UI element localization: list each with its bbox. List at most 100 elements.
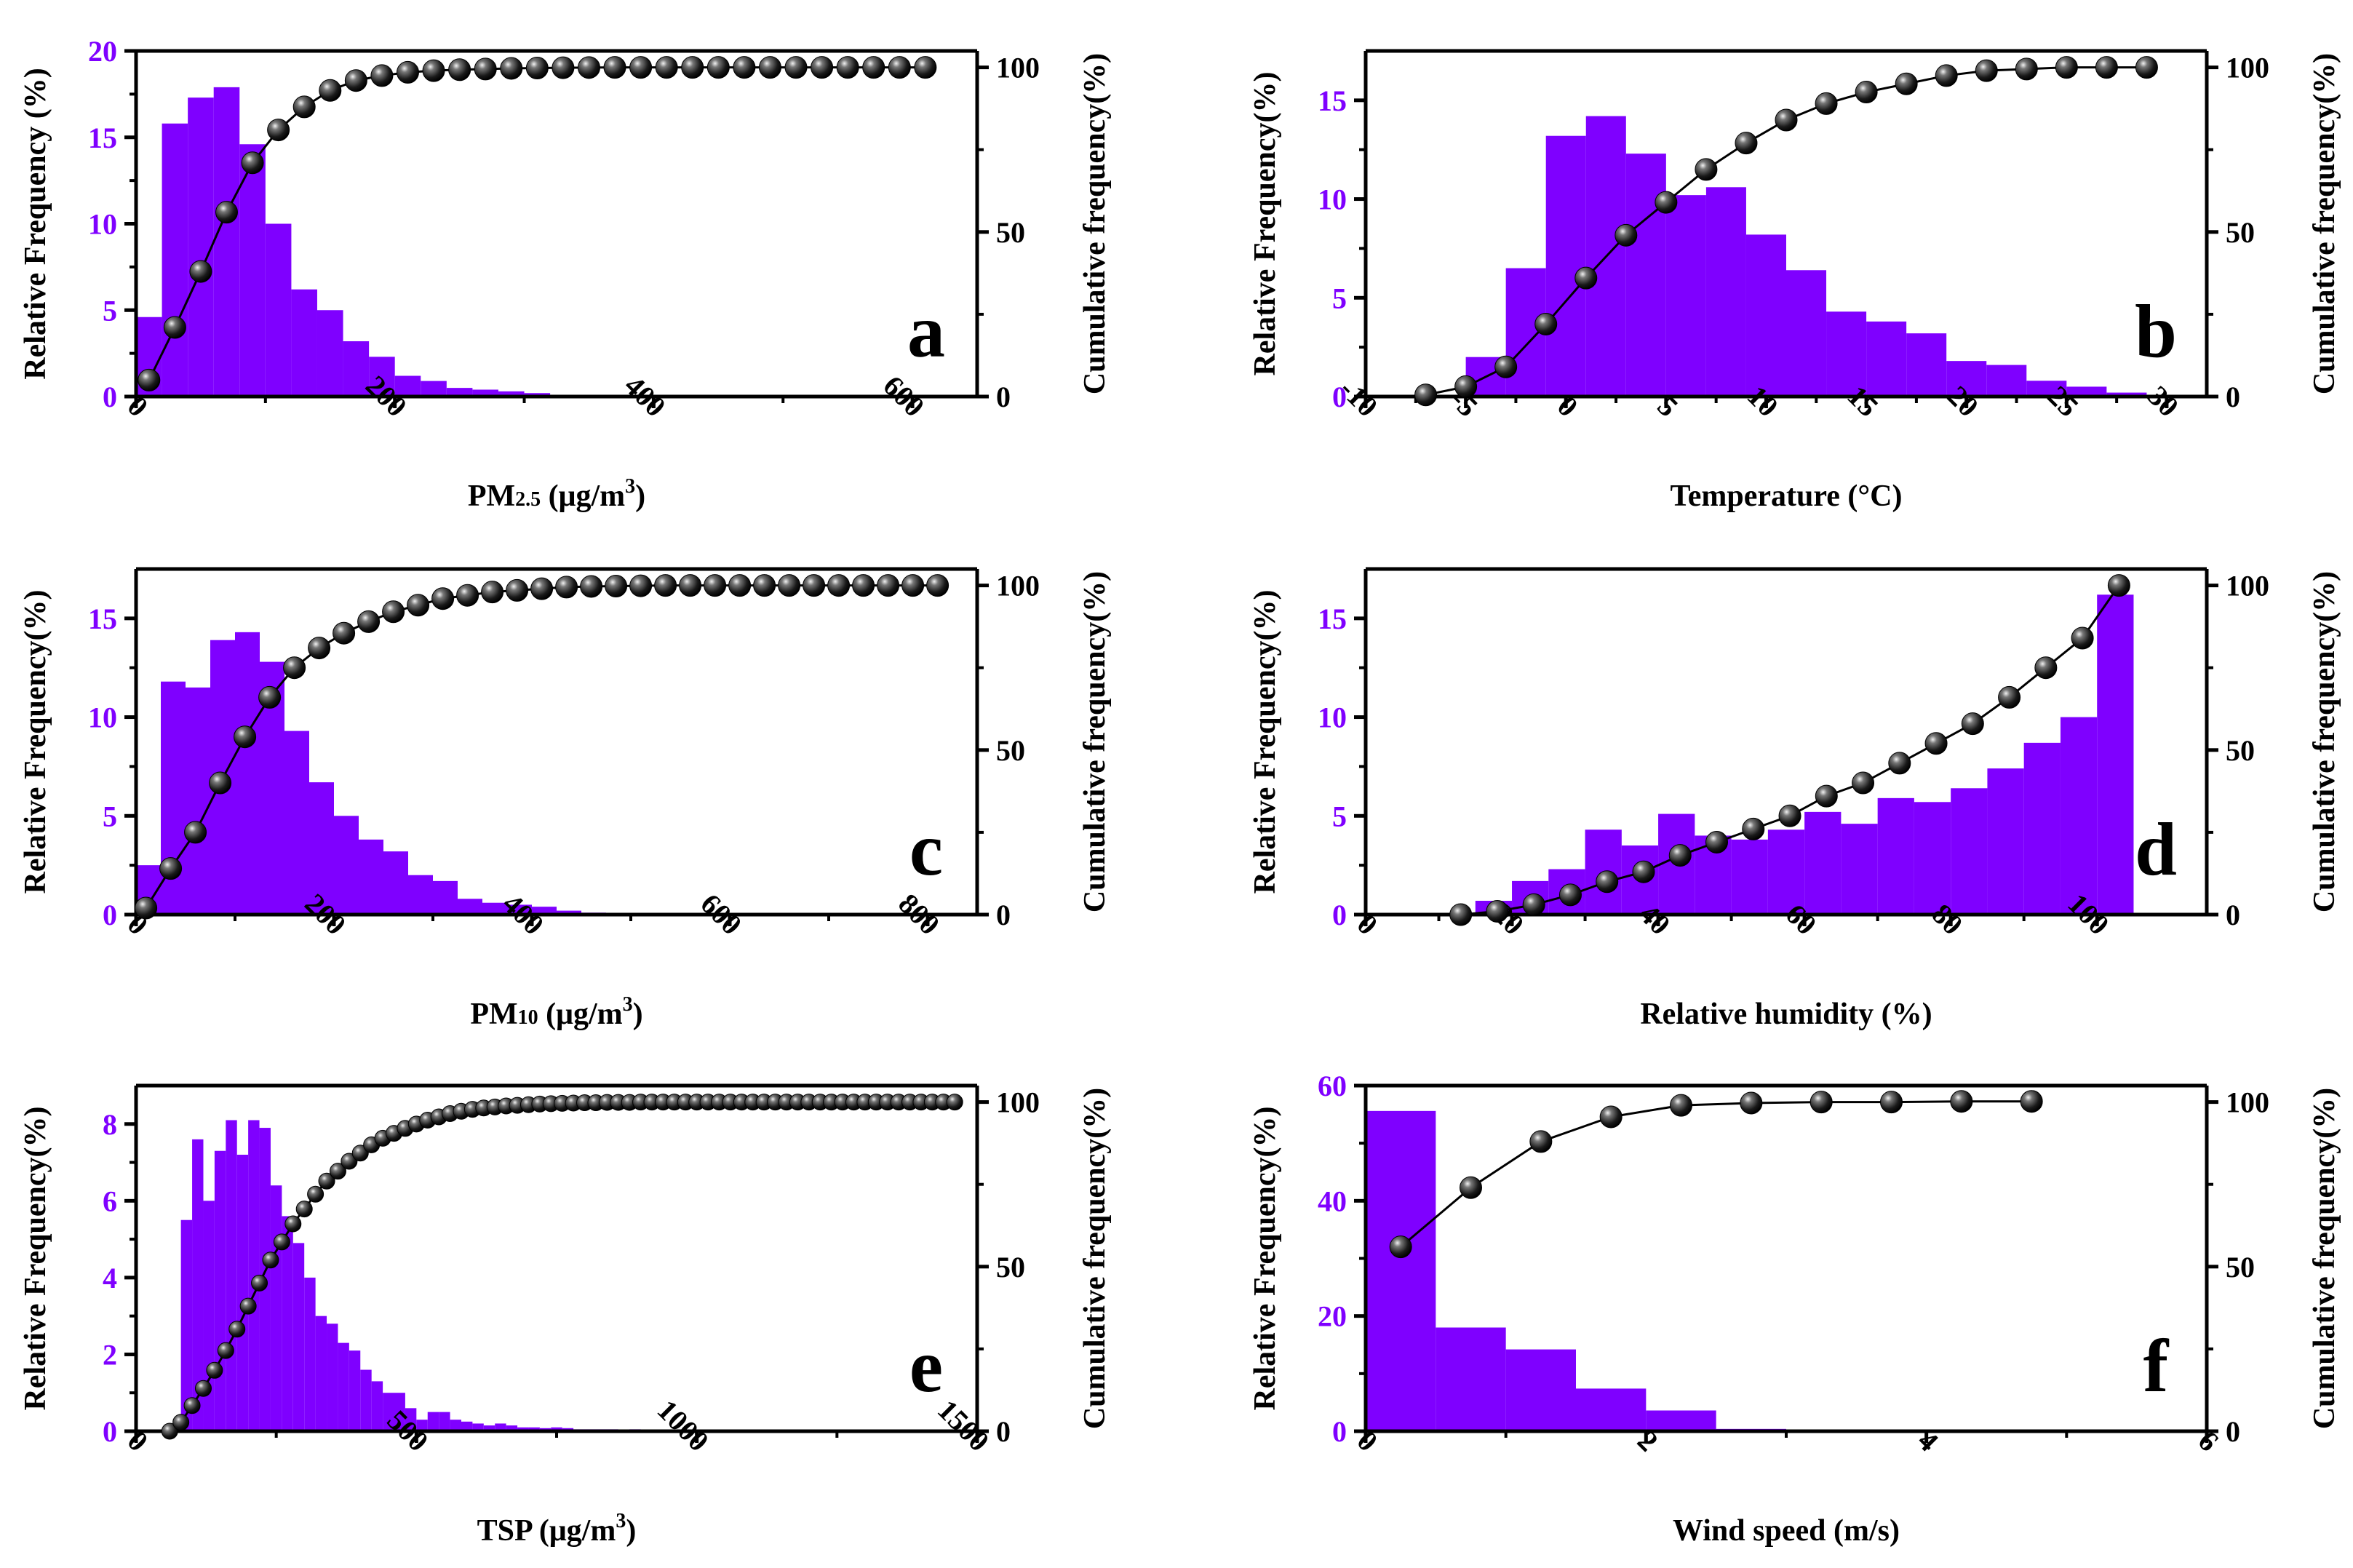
histogram-bar <box>1625 154 1666 397</box>
y-axis-label: Relative Frequency(%) <box>1249 1107 1282 1411</box>
cumulative-point <box>811 56 834 79</box>
y2-tick-label: 0 <box>2226 1415 2240 1448</box>
histogram-bar <box>1705 187 1746 397</box>
y-tick-label: 4 <box>103 1262 117 1294</box>
x-axis-label: Relative humidity (%) <box>1640 998 1932 1031</box>
y2-axis-label: Cumulative frequency(%) <box>1078 53 1112 394</box>
y-tick-label: 0 <box>103 1415 117 1448</box>
cumulative-point <box>525 57 549 80</box>
histogram-bar <box>507 904 532 915</box>
cumulative-point <box>262 1251 279 1269</box>
cumulative-point <box>1705 830 1729 853</box>
histogram-bar <box>359 839 383 915</box>
cumulative-point <box>1534 312 1558 335</box>
histogram-bar <box>282 1216 293 1431</box>
y-tick-label: 0 <box>1332 899 1347 931</box>
y2-tick-label: 50 <box>2226 216 2255 249</box>
cumulative-point <box>1486 899 1509 923</box>
cumulative-point <box>681 56 704 79</box>
cumulative-point <box>2107 574 2130 597</box>
histogram-bar <box>371 1381 383 1431</box>
histogram-bar <box>446 388 473 397</box>
x-label-main: Temperature (°C) <box>1671 479 1903 513</box>
histogram-bar <box>1987 768 2024 915</box>
y-tick-label: 15 <box>88 602 117 635</box>
y-tick-label: 5 <box>103 800 117 832</box>
panel-letter: e <box>909 1324 943 1408</box>
histogram-bar <box>192 1139 204 1431</box>
cumulative-point <box>283 656 306 680</box>
y-tick-label: 2 <box>103 1338 117 1371</box>
y2-tick-label: 100 <box>996 1086 1040 1119</box>
histogram-bar <box>304 1277 316 1431</box>
cumulative-point <box>901 574 925 597</box>
cumulative-point <box>1460 1176 1482 1199</box>
histogram-bar <box>1366 1110 1436 1431</box>
histogram-bar <box>528 1427 540 1431</box>
x-label-end: ) <box>626 1514 636 1548</box>
cumulative-point <box>1950 1090 1973 1113</box>
y2-tick-label: 0 <box>996 381 1011 413</box>
cumulative-point <box>1454 375 1478 398</box>
y-tick-label: 10 <box>88 208 117 241</box>
cumulative-point <box>577 56 600 79</box>
histogram-bar <box>557 910 581 915</box>
cumulative-point <box>382 600 405 624</box>
cumulative-point <box>753 574 776 597</box>
y-tick-label: 5 <box>103 294 117 327</box>
histogram-bars <box>180 1120 730 1431</box>
cumulative-point <box>888 56 911 79</box>
cumulative-point <box>357 610 381 633</box>
histogram-bars <box>1465 116 2147 397</box>
histogram-bar <box>517 1427 529 1431</box>
histogram-bar <box>482 902 507 915</box>
cumulative-point <box>603 56 626 79</box>
histogram-bars <box>1475 594 2134 915</box>
histogram-bar <box>1951 788 1988 915</box>
cumulative-point <box>1924 732 1948 755</box>
cumulative-point <box>1735 132 1758 155</box>
y2-tick-label: 50 <box>996 1251 1025 1284</box>
cumulative-point <box>251 1274 268 1292</box>
histogram-bar <box>2106 392 2147 397</box>
cumulative-point <box>329 1163 346 1180</box>
y-tick-label: 10 <box>1318 183 1347 216</box>
cumulative-point <box>1655 191 1678 214</box>
x-axis-label: TSP (μg/m3) <box>477 1510 637 1548</box>
cumulative-point <box>422 59 445 82</box>
y-tick-label: 6 <box>103 1185 117 1217</box>
cumulative-point <box>431 587 455 610</box>
histogram-bar <box>551 1427 562 1431</box>
x-label-subscript: 2.5 <box>515 488 541 511</box>
x-tick-label: 400 <box>618 369 672 423</box>
cumulative-point <box>1975 59 1998 82</box>
cumulative-point <box>2020 1090 2043 1113</box>
cumulative-point <box>655 56 678 79</box>
histogram-bar <box>343 341 370 397</box>
y-tick-label: 15 <box>1318 602 1347 635</box>
histogram-bar <box>239 144 266 397</box>
x-label-units: (μg/m <box>538 998 623 1031</box>
cumulative-point <box>552 56 575 79</box>
cumulative-point <box>1815 784 1838 808</box>
histogram-bar <box>1436 1327 1506 1431</box>
y2-tick-label: 50 <box>2226 734 2255 767</box>
cumulative-point <box>946 1094 963 1111</box>
cumulative-point <box>1389 1235 1412 1259</box>
y-tick-label: 5 <box>1332 800 1347 832</box>
y2-axis-label: Cumulative frequency(%) <box>2308 53 2341 394</box>
cumulative-point <box>580 575 603 598</box>
y-tick-label: 15 <box>1318 84 1347 117</box>
histogram-bar <box>316 310 343 397</box>
histogram-bar <box>433 880 458 915</box>
cumulative-point <box>159 857 183 880</box>
cumulative-point <box>189 260 212 283</box>
cumulative-point <box>183 1397 201 1414</box>
histogram-bar <box>360 1369 372 1431</box>
y-tick-label: 20 <box>1318 1300 1347 1333</box>
y-tick-label: 5 <box>1332 282 1347 314</box>
